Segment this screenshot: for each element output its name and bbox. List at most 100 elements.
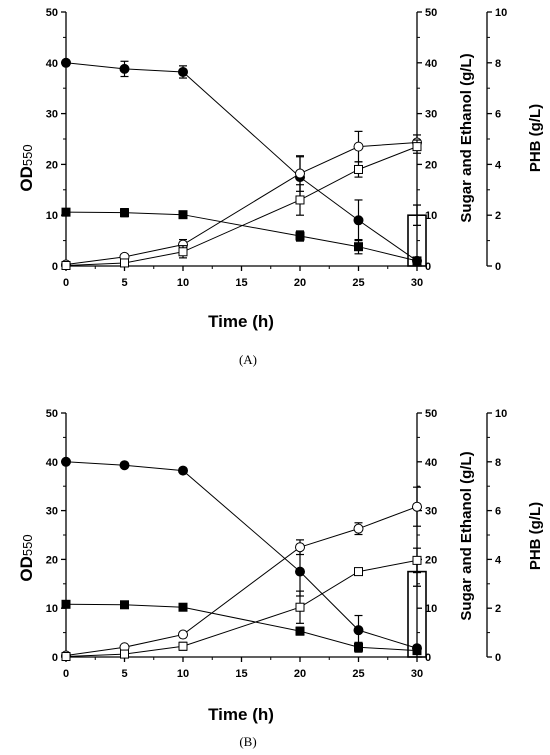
x-tick-label-b-6: 30 — [411, 668, 423, 680]
x-label-panel-b: Time (h) — [208, 705, 274, 724]
y-left-tick-label-a-0: 0 — [52, 261, 58, 273]
x-tick-label-a-3: 15 — [235, 277, 247, 289]
x-tick-label-b-3: 15 — [235, 668, 247, 680]
point-open-square-a-5 — [412, 142, 422, 152]
point-filled-square-a-3 — [295, 231, 305, 241]
y-left-tick-label-b-5: 50 — [46, 408, 58, 420]
y-right1-label-panel-b: Sugar and Ethanol (g/L) — [458, 451, 475, 620]
y-right2-tick-label-a-4: 8 — [495, 58, 501, 70]
point-open-square-a-3 — [295, 195, 305, 205]
y-right2-tick-label-b-1: 2 — [495, 603, 501, 615]
point-filled-circle-a-0 — [61, 57, 71, 68]
point-filled-square-a-2 — [178, 210, 188, 220]
x-tick-label-a-5: 25 — [352, 277, 364, 289]
y-right2-label-panel-b: PHB (g/L) — [527, 502, 544, 570]
y-right2-tick-label-b-0: 0 — [495, 652, 501, 664]
point-open-square-a-4 — [354, 164, 363, 174]
y-left-tick-label-b-1: 10 — [46, 603, 58, 615]
x-tick-label-a-6: 30 — [411, 277, 423, 289]
x-label-panel-a: Time (h) — [208, 312, 274, 331]
x-tick-label-a-1: 5 — [121, 277, 127, 289]
y-left-tick-label-a-5: 50 — [46, 7, 58, 19]
series-line-open-square-b — [65, 559, 418, 658]
point-filled-circle-b-0 — [61, 456, 71, 467]
point-open-square-b-1 — [120, 649, 129, 659]
point-open-circle-a-4 — [353, 141, 364, 152]
series-line-open-circle-b — [65, 506, 418, 657]
y-right2-tick-label-a-3: 6 — [495, 109, 501, 121]
panel-a: 0 5 10 15 20 25 300102030405001020304050024681… — [17, 7, 544, 367]
x-tick-label-b-5: 25 — [352, 668, 364, 680]
x-tick-label-a-4: 20 — [294, 277, 306, 289]
point-filled-square-b-2 — [178, 602, 188, 612]
y-right2-tick-label-a-2: 4 — [495, 159, 502, 171]
y-right1-tick-label-a-4: 40 — [425, 58, 437, 70]
y-right2-label-panel-a: PHB (g/L) — [527, 104, 544, 172]
y-right2-tick-label-a-5: 10 — [495, 7, 507, 19]
point-open-square-a-0 — [61, 260, 71, 270]
point-open-circle-b-4 — [353, 523, 364, 534]
point-filled-square-b-3 — [295, 626, 305, 636]
panel-label-a: (A) — [239, 352, 257, 367]
y-left-tick-label-b-2: 20 — [46, 554, 58, 566]
point-open-circle-a-3 — [295, 168, 305, 179]
x-tick-label-a-0: 0 — [63, 277, 69, 289]
point-open-circle-b-5 — [412, 501, 422, 512]
point-filled-circle-b-2 — [178, 465, 188, 476]
x-tick-label-b-2: 10 — [177, 668, 189, 680]
point-filled-square-b-5 — [412, 646, 422, 656]
y-right1-label-panel-a: Sugar and Ethanol (g/L) — [458, 53, 475, 222]
point-filled-square-b-4 — [354, 642, 363, 652]
x-tick-label-b-0: 0 — [63, 668, 69, 680]
series-line-open-square-a — [65, 146, 418, 266]
point-filled-square-a-5 — [412, 256, 422, 266]
point-filled-square-a-0 — [61, 207, 71, 217]
point-open-square-b-5 — [412, 555, 422, 565]
y-left-tick-label-a-3: 30 — [46, 109, 58, 121]
y-left-tick-label-b-0: 0 — [52, 652, 58, 664]
y-left-label-panel-b: OD550 — [17, 534, 36, 581]
y-right2-tick-label-a-0: 0 — [495, 261, 501, 273]
y-right2-tick-label-b-3: 6 — [495, 506, 501, 518]
series-line-filled-circle-b — [65, 461, 418, 649]
point-filled-circle-a-1 — [119, 63, 130, 74]
y-right1-tick-label-a-1: 10 — [425, 210, 437, 222]
y-right1-tick-label-a-2: 20 — [425, 159, 437, 171]
x-tick-label-b-4: 20 — [294, 668, 306, 680]
y-right1-tick-label-b-4: 40 — [425, 457, 437, 469]
y-right1-tick-label-b-0: 0 — [425, 652, 431, 664]
point-open-circle-b-2 — [178, 629, 188, 640]
y-right1-tick-label-a-3: 30 — [425, 109, 437, 121]
x-tick-label-a-2: 10 — [177, 277, 189, 289]
y-left-tick-label-a-2: 20 — [46, 159, 58, 171]
point-open-square-b-3 — [295, 602, 305, 612]
y-right1-tick-label-b-2: 20 — [425, 554, 437, 566]
panel-b: 0 5 10 15 20 25 300102030405001020304050024681… — [17, 408, 544, 749]
series-line-filled-circle-a — [65, 62, 418, 262]
point-filled-circle-b-3 — [295, 566, 305, 577]
x-tick-label-b-1: 5 — [121, 668, 127, 680]
point-filled-circle-a-4 — [353, 215, 364, 226]
point-open-square-b-4 — [354, 567, 363, 577]
y-right2-tick-label-b-5: 10 — [495, 408, 507, 420]
y-right1-tick-label-b-1: 10 — [425, 603, 437, 615]
point-filled-square-b-0 — [61, 599, 71, 609]
point-filled-circle-b-4 — [353, 625, 364, 636]
y-right2-tick-label-b-4: 8 — [495, 457, 501, 469]
y-right1-tick-label-a-0: 0 — [425, 261, 431, 273]
point-open-square-b-0 — [61, 652, 71, 662]
y-left-tick-label-a-1: 10 — [46, 210, 58, 222]
y-right1-tick-label-b-5: 50 — [425, 408, 437, 420]
y-right2-tick-label-b-2: 4 — [495, 554, 502, 566]
point-open-square-a-1 — [120, 258, 129, 268]
y-left-tick-label-b-4: 40 — [46, 457, 58, 469]
series-line-filled-square-b — [65, 603, 418, 652]
point-filled-square-a-4 — [354, 242, 363, 252]
point-open-square-a-2 — [178, 247, 188, 257]
y-right1-tick-label-a-5: 50 — [425, 7, 437, 19]
series-line-open-circle-a — [65, 142, 418, 265]
series-line-filled-square-a — [65, 211, 418, 262]
point-filled-square-b-1 — [120, 600, 129, 610]
point-open-square-b-2 — [178, 641, 188, 651]
